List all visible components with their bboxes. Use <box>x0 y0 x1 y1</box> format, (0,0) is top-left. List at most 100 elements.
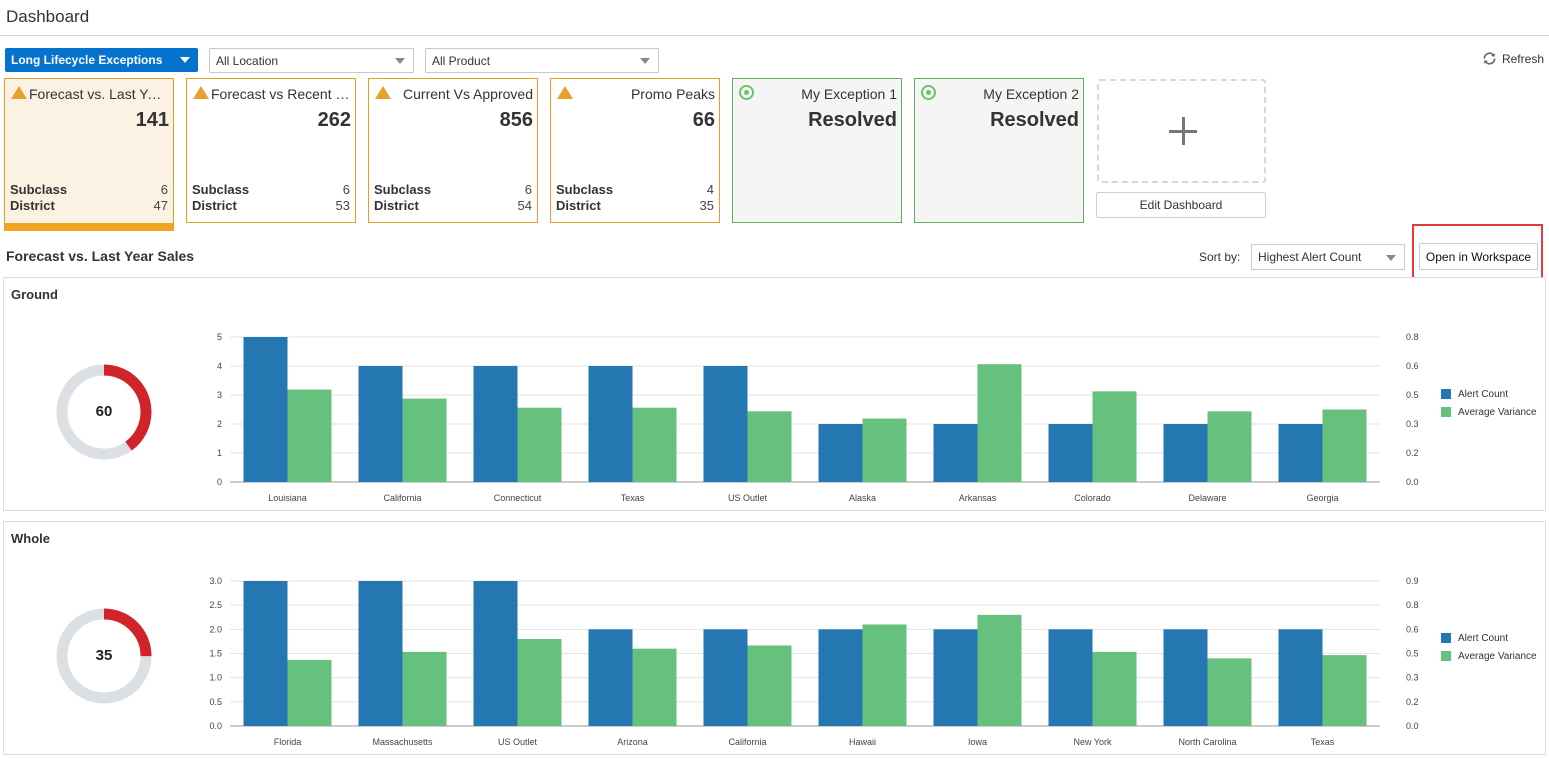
bar-average-variance <box>747 411 792 482</box>
warning-icon <box>557 86 573 99</box>
bar-average-variance <box>517 407 562 482</box>
y-tick-label: 5 <box>217 332 222 342</box>
tile-name: Promo Peaks <box>630 86 715 102</box>
subclass-label: Subclass <box>556 182 614 197</box>
y2-tick-label: 0.3 <box>1406 673 1419 683</box>
donut-value: 35 <box>95 647 113 664</box>
bar-average-variance <box>632 407 677 482</box>
bar-alert-count <box>1278 629 1323 726</box>
bar-average-variance <box>1322 409 1367 482</box>
subclass-count: 6 <box>160 182 168 197</box>
sort-select[interactable]: Highest Alert Count <box>1251 244 1405 270</box>
bar-alert-count <box>1163 424 1208 482</box>
y2-tick-label: 0.0 <box>1406 721 1419 731</box>
edit-dashboard-button[interactable]: Edit Dashboard <box>1096 192 1266 218</box>
x-tick-label: New York <box>1073 737 1112 747</box>
bar-alert-count <box>818 629 863 726</box>
x-tick-label: Florida <box>274 737 302 747</box>
section-title: Forecast vs. Last Year Sales <box>6 248 195 264</box>
bar-average-variance <box>287 389 332 482</box>
refresh-icon <box>1483 52 1496 65</box>
legend-item-average-variance: Average Variance <box>1441 403 1537 421</box>
bar-alert-count <box>243 337 288 482</box>
bar-alert-count <box>473 581 518 726</box>
subclass-label: Subclass <box>10 182 68 197</box>
exception-group-value: Long Lifecycle Exceptions <box>11 53 163 67</box>
warning-icon <box>375 86 391 99</box>
panel-title: Whole <box>11 531 50 546</box>
resolved-icon <box>921 85 936 100</box>
chart-legend: Alert Count Average Variance <box>1441 385 1537 421</box>
y-tick-label: 4 <box>217 361 222 371</box>
chart-panel-whole: Whole 35 0.0 0.5 1.0 1.5 2.0 2.5 3.0 0.0 0.2 0.3 0… <box>3 521 1546 755</box>
open-in-workspace-button[interactable]: Open in Workspace <box>1419 243 1538 270</box>
bar-average-variance <box>632 648 677 726</box>
subclass-count: 6 <box>524 182 532 197</box>
chevron-down-icon <box>1386 255 1396 261</box>
bar-alert-count <box>473 366 518 482</box>
legend-swatch <box>1441 633 1451 643</box>
bar-average-variance <box>1322 655 1367 726</box>
add-tile-button[interactable] <box>1097 79 1266 183</box>
bar-average-variance <box>1092 651 1137 726</box>
refresh-button[interactable]: Refresh <box>1482 51 1544 66</box>
legend-label: Alert Count <box>1458 632 1509 644</box>
bar-average-variance <box>862 624 907 726</box>
bar-chart: 0 1 2 3 4 5 0.0 0.2 0.3 0.5 0.6 0.8 Louisiana Califor… <box>217 332 1419 503</box>
exception-tile[interactable]: Current Vs Approved 856 Subclass 6 Distri… <box>368 78 538 223</box>
exception-tile[interactable]: Promo Peaks 66 Subclass 4 District 35 <box>550 78 720 223</box>
product-select[interactable]: All Product <box>425 48 659 73</box>
donut-arc <box>56 608 152 704</box>
tile-name: Forecast vs. Last Year... <box>29 86 169 102</box>
y-tick-label: 0 <box>217 477 222 487</box>
bar-average-variance <box>1207 411 1252 482</box>
y-tick-label: 2.5 <box>209 600 222 610</box>
subclass-label: Subclass <box>192 182 250 197</box>
tile-name: My Exception 2 <box>983 86 1079 102</box>
x-tick-label: Iowa <box>968 737 987 747</box>
bar-average-variance <box>1092 391 1137 482</box>
bar-average-variance <box>1207 658 1252 726</box>
x-tick-label: Texas <box>1311 737 1335 747</box>
district-label: District <box>10 198 55 213</box>
x-tick-label: US Outlet <box>498 737 538 747</box>
location-value: All Location <box>216 53 279 68</box>
product-value: All Product <box>432 53 491 68</box>
chevron-down-icon <box>180 57 190 63</box>
tile-value: 141 <box>135 109 169 131</box>
y2-tick-label: 0.6 <box>1406 624 1419 634</box>
bar-average-variance <box>977 614 1022 726</box>
donut-arc <box>56 364 152 460</box>
bar-alert-count <box>933 629 978 726</box>
district-label: District <box>556 198 601 213</box>
bar-alert-count <box>243 581 288 726</box>
legend-label: Average Variance <box>1458 650 1537 662</box>
y2-tick-label: 0.2 <box>1406 697 1419 707</box>
bar-alert-count <box>703 366 748 482</box>
x-tick-label: US Outlet <box>728 493 768 503</box>
district-count: 54 <box>517 198 532 213</box>
x-tick-label: Connecticut <box>494 493 542 503</box>
exception-tile[interactable]: My Exception 1 Resolved <box>732 78 902 223</box>
warning-icon <box>11 86 27 99</box>
chevron-down-icon <box>395 58 405 64</box>
title-divider <box>0 35 1549 36</box>
exception-group-select[interactable]: Long Lifecycle Exceptions <box>5 48 198 72</box>
bar-average-variance <box>747 645 792 726</box>
exception-tile[interactable]: Forecast vs. Last Year... 141 Subclass 6 … <box>4 78 174 231</box>
x-tick-label: Massachusetts <box>372 737 433 747</box>
exception-tile[interactable]: My Exception 2 Resolved <box>914 78 1084 223</box>
refresh-label: Refresh <box>1501 51 1544 66</box>
y2-tick-label: 0.8 <box>1406 332 1419 342</box>
location-select[interactable]: All Location <box>209 48 414 73</box>
x-tick-label: Texas <box>621 493 645 503</box>
exception-tile[interactable]: Forecast vs Recent S... 262 Subclass 6 Di… <box>186 78 356 223</box>
bar-average-variance <box>402 398 447 482</box>
district-count: 35 <box>699 198 714 213</box>
legend-label: Alert Count <box>1458 388 1509 400</box>
legend-item-alert-count: Alert Count <box>1441 629 1537 647</box>
x-tick-label: Hawaii <box>849 737 876 747</box>
bar-average-variance <box>517 639 562 726</box>
y2-tick-label: 0.5 <box>1406 649 1419 659</box>
legend-swatch <box>1441 407 1451 417</box>
